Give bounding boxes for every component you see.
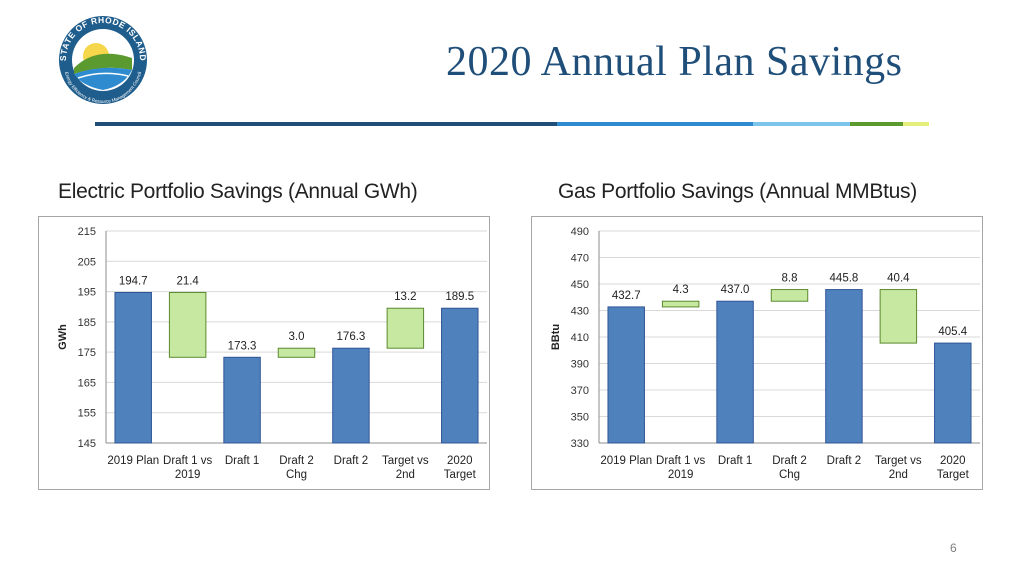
data-label: 21.4 [176,275,199,287]
delta-bar [879,289,918,344]
x-tick-label: 2019 [668,469,694,481]
delta-bar [386,307,425,349]
total-bar [332,347,370,444]
data-label: 13.2 [394,291,416,303]
delta-bar [277,347,316,358]
y-axis-label: BBtu [550,324,562,350]
data-label: 194.7 [119,275,148,287]
y-tick-label: 490 [571,226,589,238]
data-label: 176.3 [337,331,366,343]
x-tick-label: Draft 1 vs [656,455,705,467]
y-tick-label: 175 [78,347,96,359]
electric-chart-heading: Electric Portfolio Savings (Annual GWh) [58,180,418,203]
y-tick-label: 450 [571,279,589,291]
total-bar [114,291,152,444]
x-tick-label: Target vs [382,455,429,467]
slide-title: 2020 Annual Plan Savings [446,39,903,85]
gas-chart-heading: Gas Portfolio Savings (Annual MMBtus) [558,180,917,203]
logo-water-icon [74,67,132,90]
x-tick-label: Draft 2 [772,455,807,467]
x-tick-label: Draft 1 [225,455,260,467]
rule-segment-1 [95,122,557,126]
x-tick-label: 2nd [396,469,415,481]
x-tick-label: Draft 1 vs [163,455,212,467]
rule-segment-4 [850,122,903,126]
gas-chart-svg: 330 350 370 390 410 430 450 470 490 BBtu 432.7 2019… [550,226,980,481]
electric-chart-svg: 145 155 165 175 185 195 205 215 GWh 194.7 2019 Pla… [57,226,487,481]
y-tick-label: 145 [78,438,96,450]
x-tick-label: 2020 [940,455,966,467]
data-label: 405.4 [938,326,967,338]
total-bar [223,356,261,444]
data-label: 432.7 [612,290,641,302]
electric-chart: 145 155 165 175 185 195 205 215 GWh 194.7 2019 Pla… [38,216,490,490]
x-tick-label: 2019 Plan [107,455,159,467]
data-label: 8.8 [782,273,798,285]
delta-bar [770,289,809,302]
x-tick-label: Target [444,469,477,481]
x-tick-label: Draft 2 [334,455,369,467]
x-tick-label: Draft 2 [827,455,862,467]
y-tick-label: 350 [571,412,589,424]
x-tick-label: 2020 [447,455,473,467]
total-bar [716,300,754,444]
x-tick-label: Target vs [875,455,922,467]
y-tick-label: 205 [78,256,96,268]
delta-bar [661,300,700,308]
total-bar [607,306,645,444]
logo-hill-icon [74,53,132,74]
x-tick-label: Target [937,469,970,481]
y-tick-label: 215 [78,226,96,238]
data-label: 189.5 [445,291,474,303]
y-tick-label: 155 [78,408,96,420]
x-tick-label: 2nd [889,469,908,481]
y-tick-label: 410 [571,332,589,344]
x-tick-label: Chg [779,469,800,481]
x-tick-label: Draft 2 [279,455,314,467]
x-tick-label: Draft 1 [718,455,753,467]
rhode-island-logo: STATE OF RHODE ISLAND Energy Efficiency … [58,15,148,104]
rule-segment-5 [903,122,929,126]
gas-chart: 330 350 370 390 410 430 450 470 490 BBtu 432.7 2019… [531,216,983,490]
y-tick-label: 370 [571,385,589,397]
y-tick-label: 195 [78,287,96,299]
y-tick-label: 390 [571,359,589,371]
delta-bar [168,291,207,358]
x-tick-label: Chg [286,469,307,481]
y-tick-label: 430 [571,306,589,318]
y-tick-label: 470 [571,253,589,265]
data-label: 445.8 [830,273,859,285]
x-tick-label: 2019 [175,469,201,481]
rule-segment-3 [753,122,850,126]
y-tick-label: 185 [78,317,96,329]
y-axis-label: GWh [57,324,69,350]
y-tick-label: 165 [78,377,96,389]
data-label: 437.0 [721,284,750,296]
y-tick-label: 330 [571,438,589,450]
total-bar [441,307,479,444]
total-bar [934,342,972,444]
rule-segment-2 [557,122,753,126]
data-label: 40.4 [887,273,910,285]
data-label: 3.0 [289,331,305,343]
total-bar [825,289,863,444]
x-tick-label: 2019 Plan [600,455,652,467]
data-label: 4.3 [673,284,689,296]
page-number: 6 [950,541,957,555]
data-label: 173.3 [228,340,257,352]
